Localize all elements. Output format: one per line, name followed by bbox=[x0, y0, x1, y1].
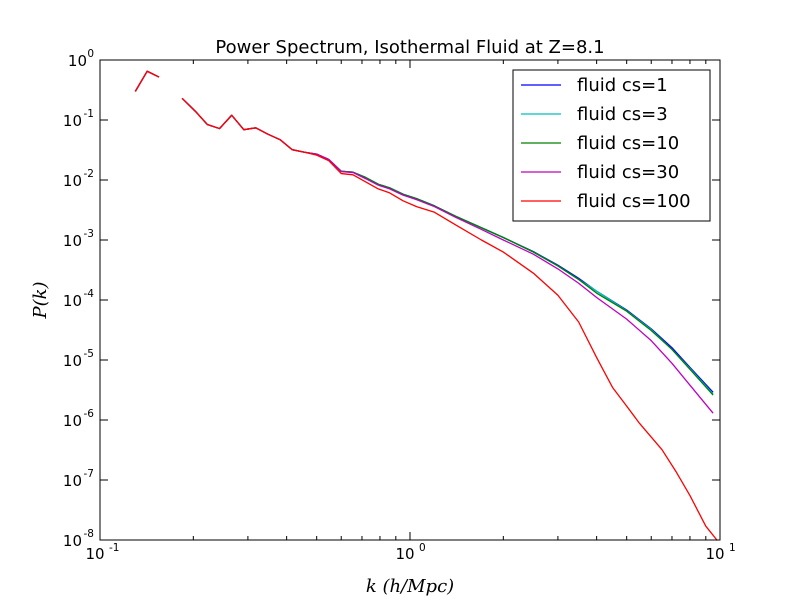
y-tick-label: 10 bbox=[68, 52, 87, 70]
legend-label-2: fluid cs=3 bbox=[577, 104, 668, 125]
legend-box bbox=[512, 69, 711, 222]
y-tick-label: 10 bbox=[63, 292, 82, 310]
legend-label-4: fluid cs=30 bbox=[577, 162, 679, 183]
y-tick-exponent: 0 bbox=[87, 48, 94, 60]
y-tick-exponent: -5 bbox=[84, 348, 94, 360]
y-tick-exponent: -1 bbox=[84, 108, 94, 120]
y-tick-label: 10 bbox=[63, 352, 82, 370]
y-tick-exponent: -4 bbox=[84, 288, 95, 300]
y-tick-label: 10 bbox=[63, 472, 82, 490]
legend-label-5: fluid cs=100 bbox=[577, 191, 691, 212]
y-tick-label: 10 bbox=[63, 232, 82, 250]
x-tick-label: 10 bbox=[85, 545, 104, 563]
y-tick-exponent: -8 bbox=[84, 528, 94, 540]
y-tick-labels: 010-110-210-310-410-510-610-710-810 bbox=[63, 48, 94, 550]
y-tick-exponent: -7 bbox=[84, 468, 94, 480]
legend: fluid cs=1 fluid cs=3 fluid cs=10 fluid cs=… bbox=[512, 69, 711, 222]
series-line-5 bbox=[134, 70, 718, 541]
y-tick-exponent: -6 bbox=[84, 408, 95, 420]
x-tick-exponent: -1 bbox=[109, 542, 119, 554]
x-tick-exponent: 1 bbox=[729, 542, 736, 554]
y-tick-label: 10 bbox=[63, 412, 82, 430]
legend-label-3: fluid cs=10 bbox=[577, 133, 679, 154]
x-tick-labels: 10 -1 10 0 10 1 bbox=[85, 542, 735, 563]
x-axis-label: k (h/Mpc) bbox=[366, 576, 454, 597]
series-lines bbox=[134, 70, 718, 541]
x-tick-exponent: 0 bbox=[419, 542, 426, 554]
legend-label-1: fluid cs=1 bbox=[577, 75, 668, 96]
chart-title: Power Spectrum, Isothermal Fluid at Z=8.… bbox=[215, 37, 604, 58]
y-tick-label: 10 bbox=[63, 112, 82, 130]
x-tick-label: 10 bbox=[395, 545, 414, 563]
x-tick-label: 10 bbox=[705, 545, 724, 563]
y-axis-label: P(k) bbox=[30, 281, 51, 319]
axis-ticks bbox=[99, 59, 721, 541]
y-tick-label: 10 bbox=[63, 172, 82, 190]
y-tick-exponent: -3 bbox=[84, 228, 94, 240]
y-tick-label: 10 bbox=[63, 532, 82, 550]
y-tick-exponent: -2 bbox=[84, 168, 94, 180]
